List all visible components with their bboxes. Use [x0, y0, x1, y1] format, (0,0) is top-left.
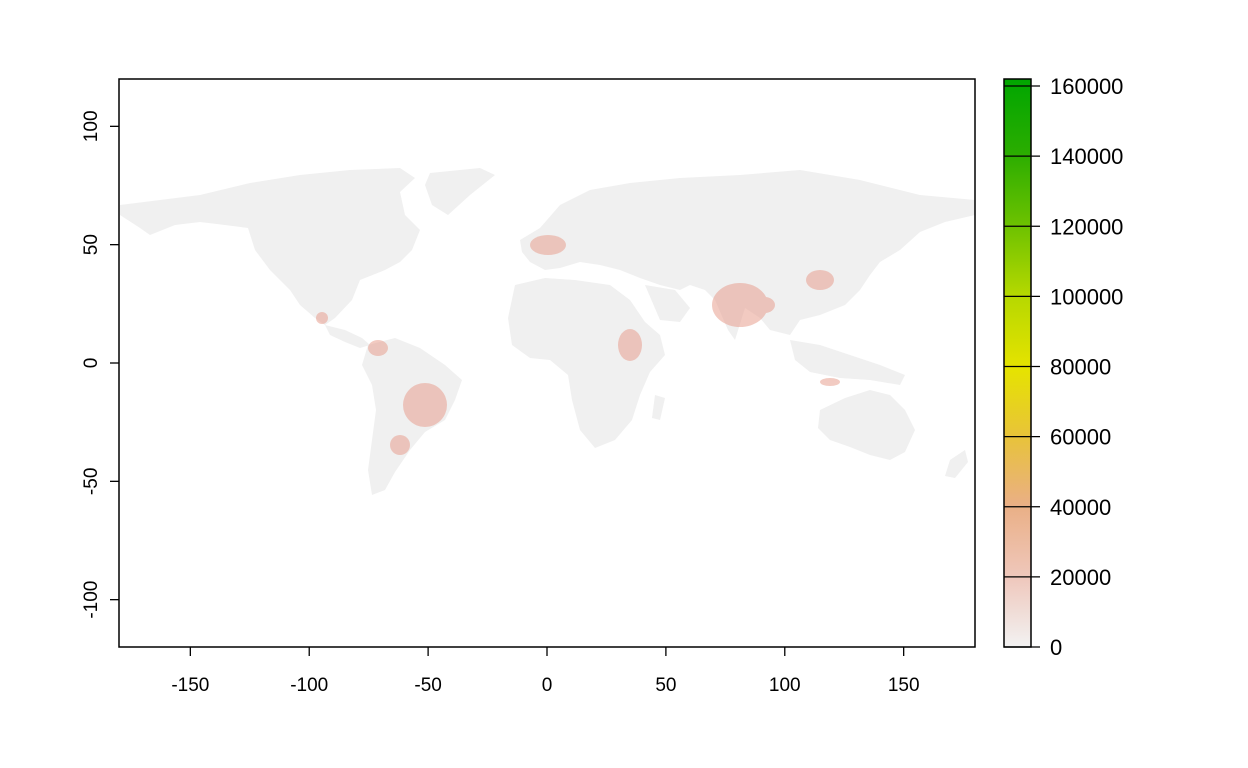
legend-tick-label: 80000: [1050, 355, 1111, 380]
legend-tick-label: 100000: [1050, 284, 1123, 309]
hotspot-india: [712, 283, 768, 327]
central-america: [325, 325, 370, 348]
hotspot-europe: [530, 235, 566, 255]
x-tick-label: -150: [171, 675, 209, 696]
new-zealand: [945, 450, 968, 478]
legend-tick-label: 140000: [1050, 144, 1123, 169]
legend-tick-label: 120000: [1050, 214, 1123, 239]
hotspot-layer: [316, 235, 840, 455]
hotspot-east-africa: [618, 329, 642, 361]
y-tick-label: 0: [81, 358, 102, 369]
hotspot-china: [806, 270, 834, 290]
africa: [508, 278, 665, 448]
australia: [818, 390, 915, 460]
southeast-asia: [790, 340, 905, 385]
y-axis: 100 50 0 -50 -100: [81, 110, 119, 619]
legend-tick-label: 160000: [1050, 74, 1123, 99]
y-tick-label: 100: [81, 110, 102, 142]
madagascar: [652, 395, 665, 420]
legend-tick-label: 40000: [1050, 495, 1111, 520]
legend-ticks: 0 20000 40000 60000 80000 100000 120000 140000 1…: [1004, 74, 1123, 660]
legend: 0 20000 40000 60000 80000 100000 120000 140000 1…: [1003, 74, 1123, 660]
hotspot-mexico: [316, 312, 328, 324]
x-tick-label: 150: [888, 675, 920, 696]
arabia: [645, 285, 690, 322]
greenland: [425, 168, 495, 215]
x-tick-label: 0: [542, 675, 553, 696]
eurasia: [520, 170, 975, 340]
land-layer: [120, 168, 975, 495]
x-tick-label: 100: [769, 675, 801, 696]
y-tick-label: -50: [81, 468, 102, 495]
hotspot-java: [820, 378, 840, 386]
x-tick-label: 50: [655, 675, 676, 696]
x-tick-label: -100: [290, 675, 328, 696]
legend-colorbar: [1003, 78, 1032, 648]
north-america: [120, 168, 420, 325]
legend-tick-label: 0: [1050, 635, 1062, 660]
x-tick-label: -50: [414, 675, 441, 696]
hotspot-brazil: [403, 383, 447, 427]
x-axis: -150 -100 -50 0 50 100 150: [171, 647, 920, 696]
hotspot-argentina: [390, 435, 410, 455]
hotspot-colombia: [368, 340, 388, 356]
legend-tick-label: 20000: [1050, 565, 1111, 590]
hotspot-bangladesh: [755, 297, 775, 313]
y-tick-label: -100: [81, 581, 102, 619]
y-tick-label: 50: [81, 234, 102, 255]
legend-tick-label: 60000: [1050, 425, 1111, 450]
